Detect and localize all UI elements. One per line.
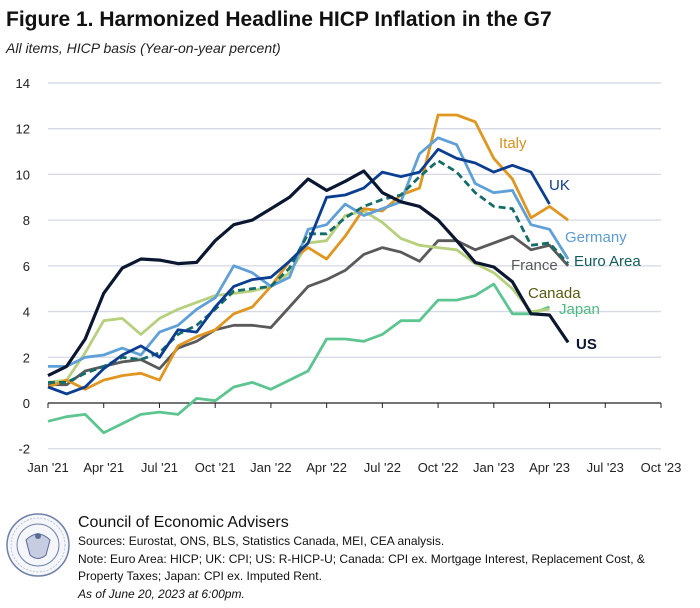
y-tick-label: 2 xyxy=(23,350,30,365)
series-line-italy xyxy=(47,113,569,391)
y-tick-label: 10 xyxy=(16,167,30,182)
series-line-japan xyxy=(47,282,550,435)
series-label-us: US xyxy=(576,336,597,353)
series-line-us xyxy=(47,169,570,378)
note-text-line1: Note: Euro Area: HICP; UK: CPI; US: R-HI… xyxy=(78,552,645,566)
x-tick-label: Oct '21 xyxy=(195,460,236,475)
x-tick-label: Oct '23 xyxy=(641,460,682,475)
series-label-japan: Japan xyxy=(559,301,600,318)
x-tick-label: Jul '22 xyxy=(364,460,401,475)
series-line-canada xyxy=(47,209,550,384)
y-tick-label: 12 xyxy=(16,122,30,137)
y-tick-label: 0 xyxy=(23,396,30,411)
y-tick-label: 6 xyxy=(23,259,30,274)
gridlines xyxy=(48,82,661,450)
x-tick-label: Jul '23 xyxy=(587,460,624,475)
y-tick-label: 4 xyxy=(23,305,30,320)
x-axis: Jan '21 Apr '21 Jul '21 Oct '21 Jan '22 Apr '… xyxy=(27,402,682,475)
x-tick-label: Apr '21 xyxy=(83,460,124,475)
series-label-euro-area: Euro Area xyxy=(574,253,641,270)
x-tick-label: Jan '23 xyxy=(473,460,515,475)
series-label-uk: UK xyxy=(549,177,570,194)
chart-subtitle: All items, HICP basis (Year-on-year perc… xyxy=(5,40,281,56)
series-line-france xyxy=(48,234,570,387)
x-tick-label: Jan '21 xyxy=(27,460,69,475)
sources-text: Sources: Eurostat, ONS, BLS, Statistics … xyxy=(78,534,444,548)
as-of-text: As of June 20, 2023 at 6:00pm. xyxy=(77,587,245,601)
cea-seal-logo xyxy=(6,513,70,577)
series-label-italy: Italy xyxy=(499,135,527,152)
series-line-uk xyxy=(47,147,551,396)
x-tick-label: Apr '22 xyxy=(306,460,347,475)
x-tick-label: Jul '21 xyxy=(141,460,178,475)
y-tick-label: 8 xyxy=(23,213,30,228)
y-axis: -2 0 2 4 6 8 10 12 14 xyxy=(16,76,30,457)
org-name: Council of Economic Advisers xyxy=(78,514,289,531)
x-tick-label: Jan '22 xyxy=(250,460,292,475)
series-label-germany: Germany xyxy=(565,229,627,246)
y-tick-label: 14 xyxy=(16,76,30,91)
note-text-line2: Property Taxes; Japan: CPI ex. Imputed R… xyxy=(78,569,322,583)
series-line-germany xyxy=(48,136,570,368)
series-lines xyxy=(47,113,570,435)
y-tick-label: -2 xyxy=(18,442,30,457)
series-label-france: France xyxy=(511,257,558,274)
x-tick-label: Apr '23 xyxy=(529,460,570,475)
series-label-canada: Canada xyxy=(528,285,581,302)
chart-title: Figure 1. Harmonized Headline HICP Infla… xyxy=(6,8,552,31)
x-tick-label: Oct '22 xyxy=(418,460,459,475)
series-line-euro-area xyxy=(48,159,570,384)
